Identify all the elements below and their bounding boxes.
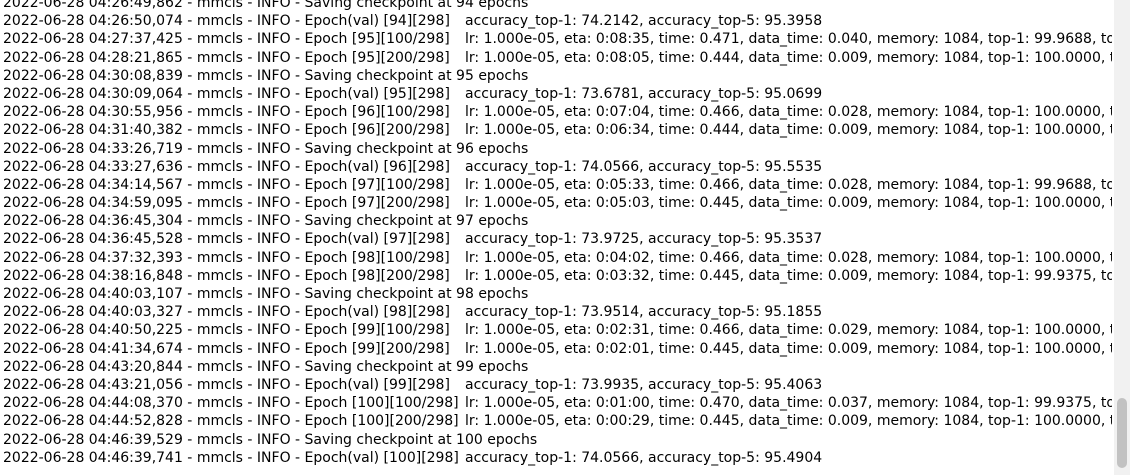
log-line: 2022-06-28 04:43:21,056 - mmcls - INFO -… — [3, 376, 1112, 394]
log-line: 2022-06-28 04:26:50,074 - mmcls - INFO -… — [3, 12, 1112, 30]
log-line-message: lr: 1.000e-05, eta: 0:05:03, time: 0.445… — [465, 195, 1112, 212]
log-line: 2022-06-28 04:44:08,370 - mmcls - INFO -… — [3, 394, 1112, 412]
log-line-prefix: 2022-06-28 04:31:40,382 - mmcls - INFO -… — [3, 122, 450, 139]
vertical-scrollbar[interactable] — [1114, 0, 1130, 475]
log-line: 2022-06-28 04:33:26,719 - mmcls - INFO -… — [3, 140, 1112, 158]
log-line: 2022-06-28 04:44:52,828 - mmcls - INFO -… — [3, 412, 1112, 430]
log-line-prefix: 2022-06-28 04:26:50,074 - mmcls - INFO -… — [3, 13, 450, 30]
log-line-prefix: 2022-06-28 04:36:45,304 - mmcls - INFO -… — [3, 213, 529, 230]
log-line-prefix: 2022-06-28 04:33:27,636 - mmcls - INFO -… — [3, 158, 450, 175]
log-line: 2022-06-28 04:46:39,741 - mmcls - INFO -… — [3, 449, 1112, 467]
log-line: 2022-06-28 04:37:32,393 - mmcls - INFO -… — [3, 249, 1112, 267]
log-line-message: accuracy_top-1: 73.9514, accuracy_top-5:… — [465, 304, 823, 321]
log-line-prefix: 2022-06-28 04:28:21,865 - mmcls - INFO -… — [3, 49, 450, 66]
log-line-prefix: 2022-06-28 04:44:08,370 - mmcls - INFO -… — [3, 395, 459, 412]
log-line-message: lr: 1.000e-05, eta: 0:04:02, time: 0.466… — [465, 249, 1112, 266]
log-line-prefix: 2022-06-28 04:44:52,828 - mmcls - INFO -… — [3, 413, 459, 430]
log-line-prefix: 2022-06-28 04:40:03,327 - mmcls - INFO -… — [3, 304, 450, 321]
log-line-message: accuracy_top-1: 74.0566, accuracy_top-5:… — [465, 449, 823, 466]
log-line-message: lr: 1.000e-05, eta: 0:08:05, time: 0.444… — [465, 49, 1112, 66]
log-line: 2022-06-28 04:40:50,225 - mmcls - INFO -… — [3, 321, 1112, 339]
scrollbar-thumb[interactable] — [1117, 398, 1127, 468]
log-line: 2022-06-28 04:30:09,064 - mmcls - INFO -… — [3, 85, 1112, 103]
log-line-message: lr: 1.000e-05, eta: 0:05:33, time: 0.466… — [465, 176, 1112, 193]
log-line-message: accuracy_top-1: 73.6781, accuracy_top-5:… — [465, 85, 823, 102]
log-lines: 2022-06-28 04:26:49,862 - mmcls - INFO -… — [3, 0, 1112, 467]
log-line: 2022-06-28 04:31:40,382 - mmcls - INFO -… — [3, 121, 1112, 139]
log-line-prefix: 2022-06-28 04:33:26,719 - mmcls - INFO -… — [3, 140, 529, 157]
log-line-message: accuracy_top-1: 74.2142, accuracy_top-5:… — [465, 13, 823, 30]
log-line-message: lr: 1.000e-05, eta: 0:03:32, time: 0.445… — [465, 267, 1112, 284]
log-line-prefix: 2022-06-28 04:30:55,956 - mmcls - INFO -… — [3, 104, 450, 121]
log-line: 2022-06-28 04:43:20,844 - mmcls - INFO -… — [3, 358, 1112, 376]
log-line: 2022-06-28 04:46:39,529 - mmcls - INFO -… — [3, 431, 1112, 449]
log-line-prefix: 2022-06-28 04:30:09,064 - mmcls - INFO -… — [3, 85, 450, 102]
log-line-prefix: 2022-06-28 04:40:50,225 - mmcls - INFO -… — [3, 322, 450, 339]
log-line-message: accuracy_top-1: 73.9725, accuracy_top-5:… — [465, 231, 823, 248]
log-line-prefix: 2022-06-28 04:36:45,528 - mmcls - INFO -… — [3, 231, 450, 248]
log-line-message: lr: 1.000e-05, eta: 0:02:31, time: 0.466… — [465, 322, 1112, 339]
log-line: 2022-06-28 04:27:37,425 - mmcls - INFO -… — [3, 30, 1112, 48]
log-line: 2022-06-28 04:30:08,839 - mmcls - INFO -… — [3, 67, 1112, 85]
log-line-message: lr: 1.000e-05, eta: 0:08:35, time: 0.471… — [465, 31, 1112, 48]
log-line: 2022-06-28 04:34:59,095 - mmcls - INFO -… — [3, 194, 1112, 212]
log-line-prefix: 2022-06-28 04:37:32,393 - mmcls - INFO -… — [3, 249, 450, 266]
log-line-prefix: 2022-06-28 04:41:34,674 - mmcls - INFO -… — [3, 340, 450, 357]
log-line: 2022-06-28 04:38:16,848 - mmcls - INFO -… — [3, 267, 1112, 285]
log-line: 2022-06-28 04:34:14,567 - mmcls - INFO -… — [3, 176, 1112, 194]
log-line: 2022-06-28 04:41:34,674 - mmcls - INFO -… — [3, 340, 1112, 358]
log-line-prefix: 2022-06-28 04:40:03,107 - mmcls - INFO -… — [3, 286, 529, 302]
log-line-prefix: 2022-06-28 04:27:37,425 - mmcls - INFO -… — [3, 31, 450, 48]
log-line-message: lr: 1.000e-05, eta: 0:06:34, time: 0.444… — [465, 122, 1112, 139]
log-line-prefix: 2022-06-28 04:46:39,529 - mmcls - INFO -… — [3, 431, 538, 448]
log-line-prefix: 2022-06-28 04:46:39,741 - mmcls - INFO -… — [3, 449, 459, 466]
log-line: 2022-06-28 04:36:45,304 - mmcls - INFO -… — [3, 212, 1112, 230]
log-line: 2022-06-28 04:30:55,956 - mmcls - INFO -… — [3, 103, 1112, 121]
log-line-message: lr: 1.000e-05, eta: 0:07:04, time: 0.466… — [465, 104, 1112, 121]
log-line-message: lr: 1.000e-05, eta: 0:02:01, time: 0.445… — [465, 340, 1112, 357]
log-line-prefix: 2022-06-28 04:30:08,839 - mmcls - INFO -… — [3, 67, 529, 84]
log-line-prefix: 2022-06-28 04:43:21,056 - mmcls - INFO -… — [3, 376, 450, 393]
log-line: 2022-06-28 04:33:27,636 - mmcls - INFO -… — [3, 158, 1112, 176]
log-line: 2022-06-28 04:40:03,327 - mmcls - INFO -… — [3, 303, 1112, 321]
log-line-prefix: 2022-06-28 04:38:16,848 - mmcls - INFO -… — [3, 267, 450, 284]
log-line-message: lr: 1.000e-05, eta: 0:00:29, time: 0.445… — [465, 413, 1112, 430]
log-line: 2022-06-28 04:36:45,528 - mmcls - INFO -… — [3, 230, 1112, 248]
log-line: 2022-06-28 04:26:49,862 - mmcls - INFO -… — [3, 0, 1112, 12]
log-line-prefix: 2022-06-28 04:34:14,567 - mmcls - INFO -… — [3, 176, 450, 193]
log-line-message: accuracy_top-1: 73.9935, accuracy_top-5:… — [465, 376, 823, 393]
log-line-message: lr: 1.000e-05, eta: 0:01:00, time: 0.470… — [465, 395, 1112, 412]
log-line: 2022-06-28 04:40:03,107 - mmcls - INFO -… — [3, 285, 1112, 303]
log-line-prefix: 2022-06-28 04:34:59,095 - mmcls - INFO -… — [3, 195, 450, 212]
log-line-prefix: 2022-06-28 04:43:20,844 - mmcls - INFO -… — [3, 358, 529, 375]
log-line-message: accuracy_top-1: 74.0566, accuracy_top-5:… — [465, 158, 823, 175]
log-line: 2022-06-28 04:28:21,865 - mmcls - INFO -… — [3, 49, 1112, 67]
log-line-prefix: 2022-06-28 04:26:49,862 - mmcls - INFO -… — [3, 0, 529, 11]
